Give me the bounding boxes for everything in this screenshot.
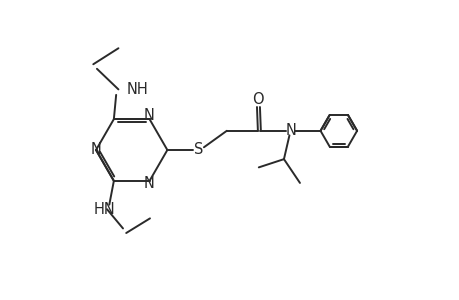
Text: S: S [193,142,203,158]
Text: N: N [90,142,101,158]
Text: HN: HN [94,202,115,217]
Text: N: N [285,123,296,138]
Text: NH: NH [126,82,148,97]
Text: O: O [252,92,263,107]
Text: N: N [144,176,155,191]
Text: N: N [144,108,155,123]
